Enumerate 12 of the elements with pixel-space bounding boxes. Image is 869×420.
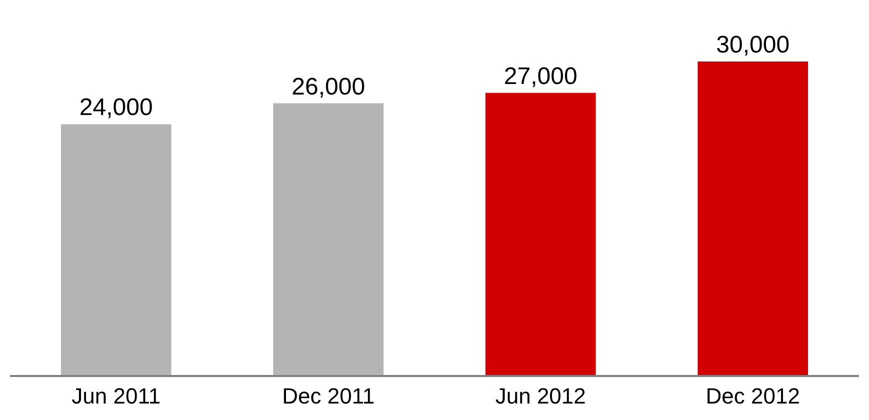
data-label: 26,000 bbox=[292, 73, 366, 100]
x-tick-label: Dec 2011 bbox=[282, 383, 375, 408]
x-tick-label: Jun 2012 bbox=[495, 383, 586, 408]
bar bbox=[60, 124, 172, 375]
bar bbox=[698, 62, 808, 375]
bar bbox=[273, 103, 384, 375]
x-tick-label: Jun 2011 bbox=[72, 383, 161, 408]
bar bbox=[485, 92, 596, 375]
data-label: 24,000 bbox=[79, 94, 153, 122]
data-label: 30,000 bbox=[716, 32, 790, 58]
data-label: 27,000 bbox=[504, 62, 578, 90]
x-tick-label: Dec 2012 bbox=[706, 383, 800, 408]
